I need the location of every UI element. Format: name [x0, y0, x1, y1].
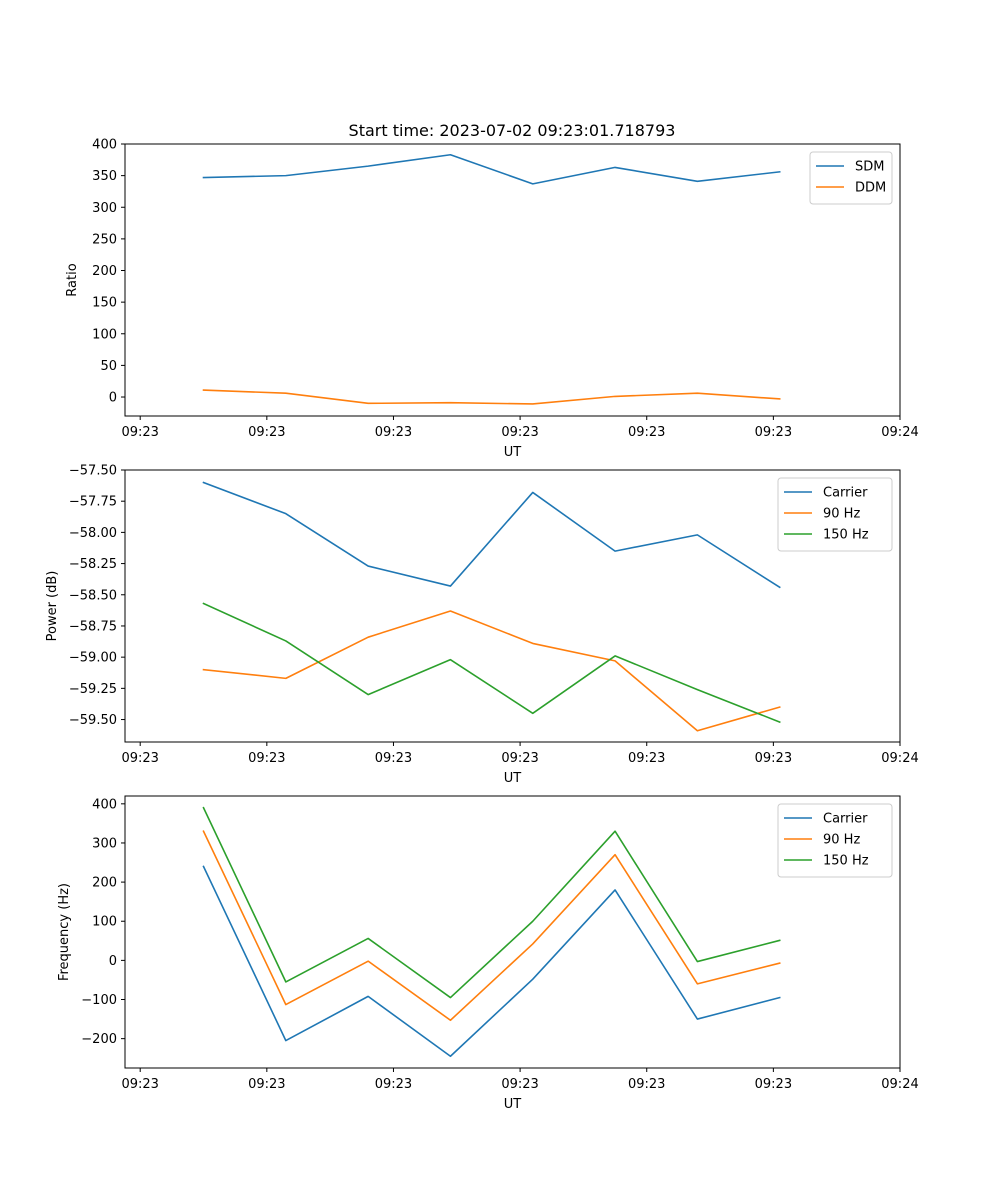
y-tick-label: 100 [92, 327, 117, 342]
y-tick-label: 400 [92, 138, 117, 153]
axes-frame [124, 795, 901, 1069]
y-tick-label: −59.50 [69, 713, 117, 728]
legend-label: DDM [855, 181, 886, 196]
y-tick-label: 300 [92, 836, 117, 851]
x-tick-label: 09:23 [248, 1077, 285, 1092]
x-tick-label: 09:23 [248, 425, 285, 440]
chart-panel-1: 09:23 09:23 09:23 09:23 09:23 09:23 09:24 0 50 10… [65, 138, 919, 461]
y-tick-label: −59.00 [69, 651, 117, 666]
legend-box [777, 477, 893, 552]
series-line-90-hz [202, 830, 781, 1022]
y-tick-label: 150 [92, 296, 117, 311]
y-tick-label: −200 [81, 1032, 117, 1047]
y-tick-label: 300 [92, 201, 117, 216]
chart-title: Start time: 2023-07-02 09:23:01.718793 [349, 121, 676, 140]
x-tick-label: 09:23 [375, 1077, 412, 1092]
x-tick-label: 09:23 [248, 751, 285, 766]
legend-label: 150 Hz [823, 528, 869, 543]
x-axis-label: UT [504, 445, 522, 460]
legend-label: 90 Hz [823, 507, 860, 522]
y-tick-label: −57.50 [69, 464, 117, 479]
legend-label: 90 Hz [823, 833, 860, 848]
series-line-150-hz [202, 602, 781, 724]
legend-label: Carrier [823, 486, 868, 501]
x-tick-label: 09:23 [755, 751, 792, 766]
x-tick-label: 09:23 [628, 751, 665, 766]
x-axis-label: UT [504, 771, 522, 786]
series-line-carrier [202, 481, 781, 589]
y-axis-label: Power (dB) [45, 571, 60, 642]
x-tick-label: 09:24 [881, 425, 918, 440]
y-tick-label: 200 [92, 876, 117, 891]
legend-box [777, 803, 893, 878]
x-tick-label: 09:23 [628, 1077, 665, 1092]
x-tick-label: 09:24 [881, 751, 918, 766]
x-tick-label: 09:23 [375, 751, 412, 766]
series-line-sdm [202, 153, 781, 185]
legend: SDM DDM [809, 151, 893, 205]
x-tick-label: 09:23 [121, 751, 158, 766]
y-tick-label: 0 [109, 391, 117, 406]
series-line-150-hz [202, 806, 781, 999]
x-tick-label: 09:23 [755, 1077, 792, 1092]
y-tick-label: −57.75 [69, 495, 117, 510]
legend-box [809, 151, 893, 205]
y-axis-label: Ratio [65, 263, 80, 296]
y-tick-label: −58.00 [69, 526, 117, 541]
x-tick-label: 09:23 [501, 425, 538, 440]
series-line-90-hz [202, 610, 781, 732]
x-tick-label: 09:24 [881, 1077, 918, 1092]
x-tick-label: 09:23 [628, 425, 665, 440]
y-tick-label: 200 [92, 264, 117, 279]
legend: Carrier 90 Hz 150 Hz [777, 477, 893, 552]
y-tick-label: 100 [92, 915, 117, 930]
series-line-carrier [202, 865, 781, 1058]
legend-label: 150 Hz [823, 854, 869, 869]
axes-frame [124, 469, 901, 743]
y-tick-label: 350 [92, 169, 117, 184]
x-tick-label: 09:23 [501, 1077, 538, 1092]
series-line-ddm [202, 389, 781, 405]
legend-label: Carrier [823, 812, 868, 827]
y-tick-label: 0 [109, 954, 117, 969]
chart-panel-2: 09:23 09:23 09:23 09:23 09:23 09:23 09:24 −57.5… [45, 464, 919, 787]
x-tick-label: 09:23 [121, 425, 158, 440]
y-tick-label: −59.25 [69, 682, 117, 697]
y-tick-label: 250 [92, 232, 117, 247]
x-axis-label: UT [504, 1097, 522, 1112]
chart-panel-3: 09:23 09:23 09:23 09:23 09:23 09:23 09:24 −200 −… [57, 795, 919, 1112]
y-tick-label: −58.75 [69, 619, 117, 634]
x-tick-label: 09:23 [375, 425, 412, 440]
y-axis-label: Frequency (Hz) [57, 883, 72, 981]
axes-frame [124, 143, 901, 417]
y-tick-label: 50 [100, 359, 117, 374]
x-tick-label: 09:23 [121, 1077, 158, 1092]
legend: Carrier 90 Hz 150 Hz [777, 803, 893, 878]
y-tick-label: −58.50 [69, 588, 117, 603]
y-tick-label: −58.25 [69, 557, 117, 572]
y-tick-label: 400 [92, 797, 117, 812]
x-tick-label: 09:23 [501, 751, 538, 766]
y-tick-label: −100 [81, 993, 117, 1008]
x-tick-label: 09:23 [755, 425, 792, 440]
legend-label: SDM [855, 160, 884, 175]
